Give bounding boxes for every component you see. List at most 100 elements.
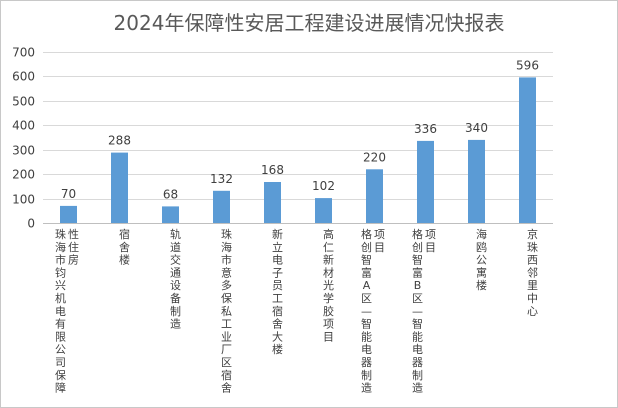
- data-label: 288: [108, 134, 131, 148]
- x-tick-char: 员: [272, 279, 283, 292]
- bar: [111, 152, 128, 223]
- x-tick-char: 大: [272, 329, 283, 343]
- x-tick-char: 富: [412, 265, 423, 279]
- x-tick-char: —: [361, 305, 372, 318]
- x-tick-char: 电: [55, 305, 66, 318]
- x-tick-char: 光: [323, 278, 334, 292]
- data-label: 336: [414, 122, 437, 136]
- x-tick-char: 子: [272, 266, 283, 279]
- x-tick-char: 宿: [272, 304, 283, 318]
- x-tick-char: 鸥: [476, 240, 487, 254]
- bar: [264, 182, 281, 223]
- x-tick-char: 材: [323, 265, 334, 279]
- y-tick-label: 500: [12, 95, 35, 109]
- x-tick-char: 宿: [221, 368, 232, 382]
- y-tick-label: 300: [12, 144, 35, 158]
- x-tick-char: 电: [412, 343, 423, 356]
- y-tick-label: 100: [12, 193, 35, 207]
- x-tick-char: 障: [55, 381, 66, 395]
- x-tick-char: 海: [221, 240, 232, 254]
- x-tick-char: 珠: [527, 240, 538, 254]
- x-tick-char: 邻: [527, 266, 538, 279]
- x-tick-char: 中: [527, 292, 538, 305]
- x-tick-char: 项: [425, 228, 436, 241]
- data-label: 220: [363, 150, 386, 164]
- x-tick-char: 公: [55, 343, 66, 356]
- x-tick-char: A: [363, 279, 371, 292]
- x-tick-char: 项: [374, 228, 385, 241]
- x-tick-char: 工: [221, 318, 232, 331]
- y-tick-label: 400: [12, 119, 35, 133]
- x-tick-char: 多: [221, 278, 232, 292]
- chart-title: 2024年保障性安居工程建设进展情况快报表: [114, 11, 505, 35]
- x-tick-char: 轨: [170, 227, 181, 241]
- x-tick-char: 备: [170, 291, 181, 305]
- x-tick-char: 兴: [55, 279, 66, 292]
- x-tick-char: 区: [361, 292, 372, 305]
- bar: [162, 206, 179, 223]
- x-tick-char: 道: [170, 240, 181, 254]
- x-tick-char: 造: [412, 381, 423, 395]
- x-tick-char: 目: [323, 330, 334, 343]
- y-tick-label: 200: [12, 168, 35, 182]
- x-axis: 珠海市钧兴机电有限公司保障性住房宿舍楼轨道交通设备制造珠海市意多保私工业厂区宿舍…: [55, 227, 538, 395]
- x-tick-char: 新: [272, 227, 283, 241]
- x-tick-char: 机: [55, 291, 66, 305]
- x-tick-char: 公: [476, 254, 487, 267]
- data-label: 102: [312, 179, 335, 193]
- data-label: 340: [465, 121, 488, 135]
- x-tick-char: 智: [361, 317, 372, 331]
- y-tick-label: 0: [27, 217, 35, 231]
- x-tick-char: 富: [361, 265, 372, 279]
- x-tick-char: 意: [221, 265, 232, 279]
- x-tick-char: 格: [361, 227, 372, 241]
- x-tick-char: 区: [412, 292, 423, 305]
- x-tick-char: —: [412, 305, 423, 318]
- x-tick-char: 海: [55, 240, 66, 254]
- x-tick-char: 智: [412, 253, 423, 267]
- x-tick-char: 器: [412, 356, 423, 369]
- x-tick-char: 心: [527, 305, 538, 318]
- x-tick-char: 海: [476, 227, 487, 241]
- x-tick-char: 能: [412, 329, 423, 343]
- x-tick-char: 区: [221, 356, 232, 369]
- x-tick-char: 市: [55, 253, 66, 267]
- bar: [315, 198, 332, 223]
- x-tick-char: 格: [412, 227, 423, 241]
- x-tick-char: 创: [412, 241, 423, 254]
- x-tick-char: 学: [323, 291, 334, 305]
- x-tick-char: 舍: [221, 381, 232, 395]
- x-tick-char: 保: [221, 291, 232, 305]
- x-tick-char: 立: [272, 240, 283, 254]
- x-tick-char: 舍: [119, 240, 130, 254]
- x-tick-char: 厂: [221, 343, 232, 356]
- bars: [60, 77, 536, 224]
- x-tick-char: 制: [412, 369, 423, 382]
- x-tick-char: 工: [272, 292, 283, 305]
- x-tick-label: 宿舍楼: [119, 227, 130, 267]
- x-tick-char: 舍: [272, 317, 283, 331]
- x-tick-char: 目: [425, 241, 436, 254]
- bar: [366, 169, 383, 223]
- x-tick-char: 造: [170, 317, 181, 331]
- x-tick-char: 制: [170, 305, 181, 318]
- bar: [213, 190, 230, 223]
- x-tick-char: 新: [323, 253, 334, 267]
- data-label: 70: [61, 187, 76, 201]
- x-tick-char: 寓: [476, 265, 487, 279]
- x-tick-char: 通: [170, 266, 181, 279]
- x-tick-char: 创: [361, 241, 372, 254]
- y-tick-label: 600: [12, 70, 35, 84]
- x-tick-char: 项: [323, 318, 334, 331]
- x-tick-char: 珠: [221, 227, 232, 241]
- x-tick-char: 珠: [55, 227, 66, 241]
- x-tick-char: 京: [527, 227, 538, 241]
- x-tick-char: 楼: [272, 342, 283, 356]
